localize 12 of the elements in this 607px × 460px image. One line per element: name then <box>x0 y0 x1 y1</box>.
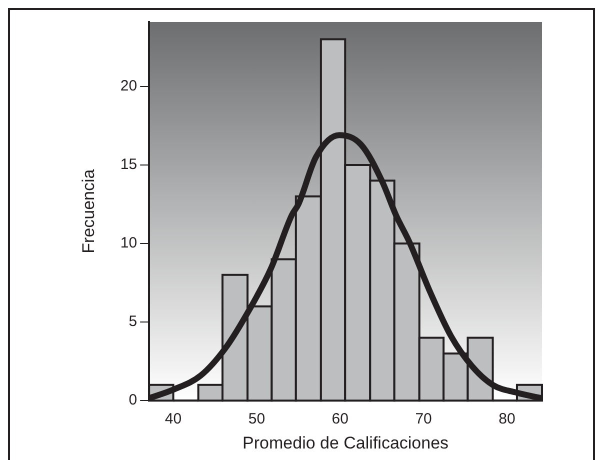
y-tick-label: 5 <box>128 313 138 330</box>
x-tick-label: 60 <box>332 410 348 428</box>
y-tick-label: 10 <box>120 234 138 252</box>
x-tick-label: 50 <box>248 410 266 428</box>
x-tick-label: 80 <box>498 410 516 428</box>
y-tick-label: 20 <box>120 78 138 95</box>
y-tick-label: 0 <box>128 392 138 409</box>
y-tick-label: 15 <box>120 156 138 174</box>
x-tick-label: 40 <box>164 410 182 428</box>
x-axis-title: Promedio de Calificaciones <box>242 433 449 452</box>
y-axis-title: Frecuencia <box>78 168 98 254</box>
x-tick-label: 70 <box>415 410 432 428</box>
